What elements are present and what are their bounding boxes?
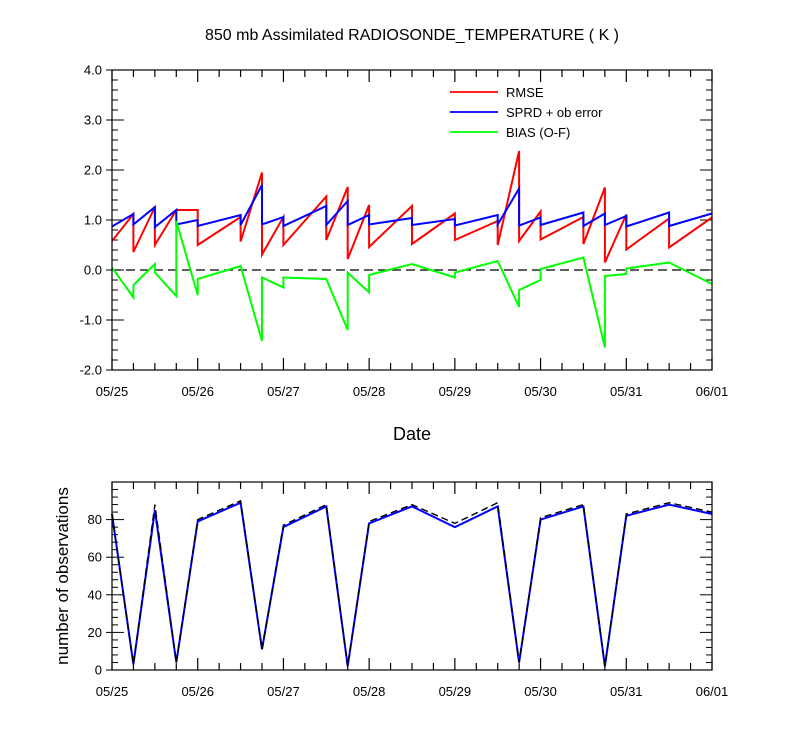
legend-label-bias: BIAS (O-F) (506, 125, 570, 140)
bottom-series-line-assimilated (111, 501, 713, 667)
top-series-line-bias-o-f- (111, 220, 713, 348)
bottom-y-tick-label: 20 (88, 625, 102, 640)
bottom-tick-marks (106, 481, 713, 671)
top-series-lines (111, 150, 713, 348)
top-x-axis-label: Date (393, 424, 431, 444)
bottom-y-tick-label: 0 (95, 663, 102, 678)
bottom-x-tick-label: 05/26 (181, 684, 214, 699)
top-x-tick-label: 05/29 (439, 384, 472, 399)
top-y-tick-label: -1.0 (80, 313, 102, 328)
top-x-tick-label: 05/28 (353, 384, 386, 399)
top-tick-marks (106, 69, 713, 371)
top-x-tick-label: 05/25 (96, 384, 129, 399)
top-y-tick-labels: 4.0 3.0 2.0 1.0 0.0 -1.0 -2.0 (80, 63, 102, 378)
legend-label-rmse: RMSE (506, 85, 544, 100)
top-y-tick-label: -2.0 (80, 363, 102, 378)
bottom-panel: 80 60 40 20 0 05/25 05/26 05/27 05/28 05/29 05/30… (53, 481, 729, 699)
top-series-line-sprd-ob-error (111, 184, 713, 230)
bottom-y-tick-label: 80 (88, 512, 102, 527)
top-x-tick-label: 05/31 (610, 384, 643, 399)
bottom-x-tick-label: 05/29 (439, 684, 472, 699)
top-x-tick-labels: 05/25 05/26 05/27 05/28 05/29 05/30 05/31 06/01 (96, 384, 729, 399)
top-x-tick-label: 05/30 (524, 384, 557, 399)
bottom-y-tick-label: 40 (88, 587, 102, 602)
top-series-line-rmse (111, 150, 713, 263)
top-y-tick-label: 1.0 (84, 213, 102, 228)
top-chart-title: 850 mb Assimilated RADIOSONDE_TEMPERATUR… (205, 27, 619, 44)
bottom-x-tick-labels: 05/25 05/26 05/27 05/28 05/29 05/30 05/31 06/01 (96, 684, 729, 699)
top-x-tick-label: 05/26 (181, 384, 214, 399)
bottom-y-tick-label: 60 (88, 550, 102, 565)
bottom-y-axis-label: number of observations (53, 487, 72, 665)
top-plot-frame (111, 69, 713, 371)
top-x-tick-label: 06/01 (696, 384, 729, 399)
bottom-series-lines (111, 499, 713, 667)
bottom-x-tick-label: 05/31 (610, 684, 643, 699)
bottom-series-line-possible (111, 499, 713, 667)
bottom-x-tick-label: 05/27 (267, 684, 300, 699)
bottom-plot-frame (111, 481, 713, 671)
bottom-x-tick-label: 05/25 (96, 684, 129, 699)
top-y-tick-label: 0.0 (84, 263, 102, 278)
legend-label-sprd: SPRD + ob error (506, 105, 603, 120)
top-y-tick-label: 3.0 (84, 113, 102, 128)
top-y-tick-label: 4.0 (84, 63, 102, 78)
legend: RMSE SPRD + ob error BIAS (O-F) (450, 85, 603, 140)
bottom-x-tick-label: 05/30 (524, 684, 557, 699)
bottom-x-tick-label: 06/01 (696, 684, 729, 699)
bottom-y-tick-labels: 80 60 40 20 0 (88, 512, 102, 677)
top-y-tick-label: 2.0 (84, 163, 102, 178)
top-x-tick-label: 05/27 (267, 384, 300, 399)
bottom-x-tick-label: 05/28 (353, 684, 386, 699)
top-panel: 850 mb Assimilated RADIOSONDE_TEMPERATUR… (80, 27, 729, 444)
